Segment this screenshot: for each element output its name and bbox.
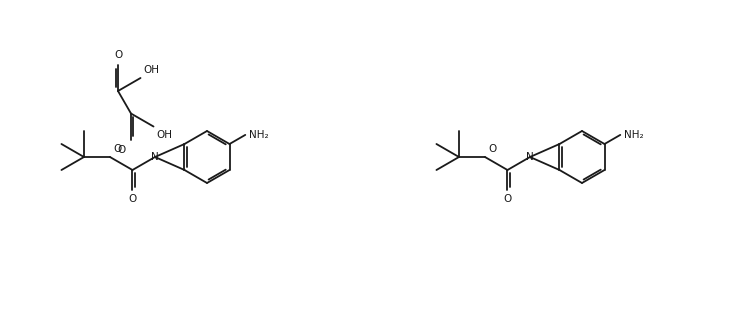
Text: O: O	[503, 194, 512, 205]
Text: O: O	[488, 144, 496, 154]
Text: O: O	[113, 144, 121, 154]
Text: OH: OH	[144, 65, 159, 75]
Text: NH₂: NH₂	[625, 130, 644, 140]
Text: O: O	[129, 194, 137, 205]
Text: OH: OH	[156, 129, 173, 140]
Text: O: O	[117, 145, 126, 154]
Text: NH₂: NH₂	[249, 130, 269, 140]
Text: O: O	[114, 50, 122, 60]
Text: N: N	[151, 152, 159, 162]
Text: N: N	[526, 152, 534, 162]
